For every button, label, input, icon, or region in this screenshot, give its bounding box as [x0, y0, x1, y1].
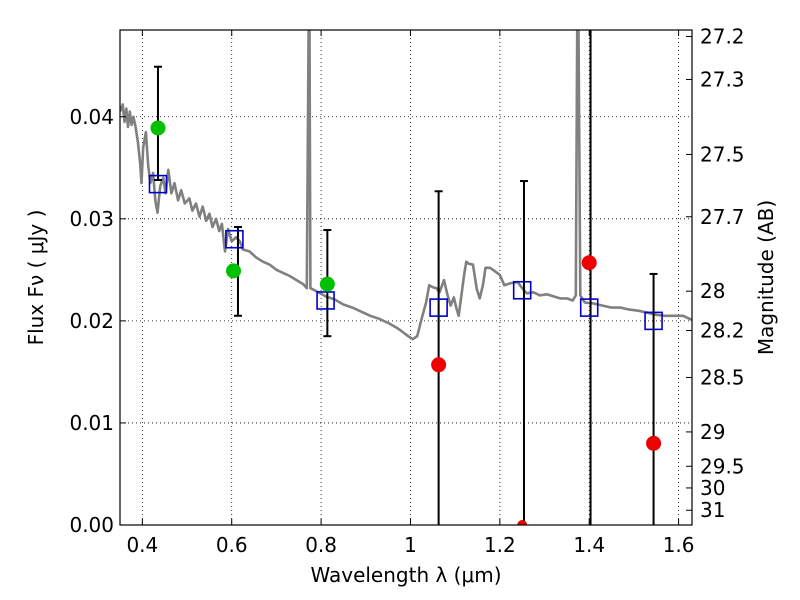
model-square [644, 311, 663, 331]
y-tick-label: 0.00 [69, 513, 114, 537]
mag-tick-label: 27.5 [700, 142, 745, 166]
mag-tick-label: 27.7 [700, 205, 745, 229]
photometry-dot [517, 520, 528, 525]
model-spectrum [120, 30, 692, 341]
error-bars [153, 30, 658, 525]
grid [120, 30, 692, 526]
model-square [316, 291, 335, 310]
tick-labels: 0.4 0.6 0.8 1 1.2 1.4 1.6 0.00 0.01 0.02 0.03 0.04 2… [69, 24, 744, 557]
mag-tick-label: 29 [700, 420, 725, 444]
model-square [429, 298, 448, 317]
mag-tick-label: 27.2 [700, 24, 745, 48]
mag-tick-label: 27.3 [700, 67, 745, 91]
mag-tick-label: 30 [700, 476, 725, 500]
x-tick-label: 0.8 [305, 533, 337, 557]
photometry-dot [226, 263, 242, 279]
mag-tick-label: 29.5 [700, 454, 745, 478]
x-tick-label: 0.4 [126, 533, 158, 557]
mag-tick-label: 28.5 [700, 365, 745, 389]
observed-photometry [150, 120, 662, 525]
model-square [148, 174, 168, 194]
axis-ticks [120, 30, 692, 526]
y-tick-label: 0.02 [69, 309, 114, 333]
x-tick-label: 1.4 [573, 533, 605, 557]
plot-frame [119, 29, 693, 526]
y-tick-label: 0.04 [69, 105, 114, 129]
x-tick-label: 0.6 [216, 533, 248, 557]
model-square [225, 229, 244, 249]
spectrum-line [120, 30, 692, 341]
photometry-dot [150, 120, 166, 136]
model-square [512, 280, 532, 300]
mag-tick-label: 28 [700, 279, 725, 303]
mag-tick-label: 31 [700, 498, 725, 522]
x-axis-label: Wavelength λ (μm) [310, 563, 501, 587]
y-tick-label: 0.01 [69, 411, 114, 435]
y-axis-label: Flux Fν ( μJy ) [24, 210, 48, 346]
photometry-dot [319, 276, 335, 292]
x-tick-label: 1.6 [663, 533, 695, 557]
x-tick-label: 1 [404, 533, 417, 557]
x-tick-label: 1.2 [484, 533, 516, 557]
photometry-dot [581, 255, 597, 271]
y-tick-label: 0.03 [69, 207, 114, 231]
mag-tick-label: 28.2 [700, 319, 745, 343]
y2-axis-label: Magnitude (AB) [754, 200, 778, 355]
model-square [579, 298, 599, 317]
model-photometry [148, 174, 663, 331]
photometry-dot [431, 357, 447, 373]
photometry-dot [646, 435, 662, 451]
